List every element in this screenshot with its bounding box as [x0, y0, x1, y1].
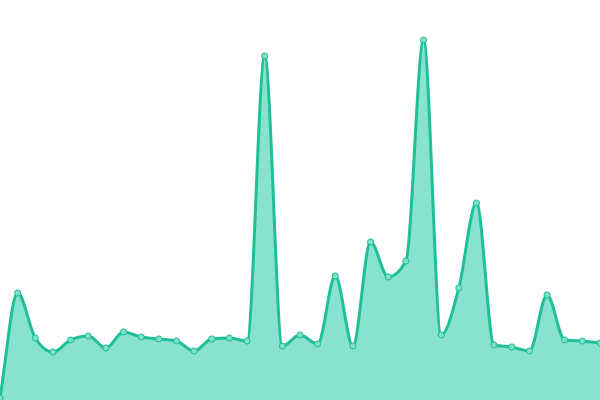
data-point: [67, 336, 75, 344]
data-point: [349, 342, 357, 350]
data-point: [172, 337, 180, 345]
data-point: [49, 348, 57, 356]
data-point: [437, 331, 445, 339]
data-point: [331, 272, 339, 280]
data-point: [137, 333, 145, 341]
data-point: [190, 347, 198, 355]
data-point: [261, 52, 269, 60]
data-point: [102, 344, 110, 352]
data-point: [84, 332, 92, 340]
data-point: [31, 334, 39, 342]
area-line: [0, 38, 600, 399]
data-point: [314, 340, 322, 348]
data-point: [508, 343, 516, 351]
data-point: [0, 394, 4, 400]
data-point: [384, 273, 392, 281]
data-point: [208, 335, 216, 343]
data-point: [578, 337, 586, 345]
data-point: [455, 284, 463, 292]
data-point: [472, 199, 480, 207]
data-point: [243, 337, 251, 345]
data-point: [296, 331, 304, 339]
data-point: [525, 347, 533, 355]
data-point: [490, 341, 498, 349]
data-point: [596, 339, 600, 347]
data-point: [420, 36, 428, 44]
data-point: [155, 335, 163, 343]
data-point: [367, 238, 375, 246]
data-point: [225, 334, 233, 342]
data-point: [278, 342, 286, 350]
data-point: [561, 336, 569, 344]
data-point: [120, 328, 128, 336]
data-point: [402, 257, 410, 265]
data-point: [543, 291, 551, 299]
data-point: [14, 289, 22, 297]
